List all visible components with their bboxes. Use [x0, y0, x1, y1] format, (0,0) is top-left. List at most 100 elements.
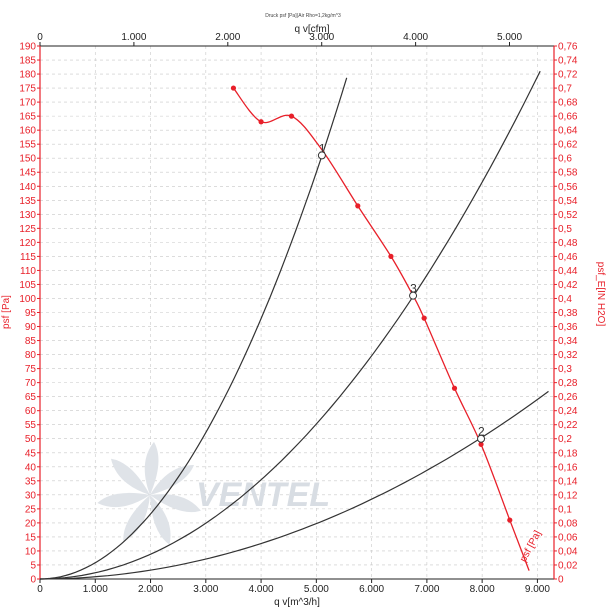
x-tick-label: 7.000: [414, 584, 439, 595]
x-tick-label: 1.000: [83, 584, 108, 595]
y2-axis-title: psf_E[IN H2O]: [595, 262, 606, 327]
cfm-tick-label: 3.000: [309, 32, 334, 43]
y-tick-label: 110: [20, 266, 36, 277]
x-tick-label: 3.000: [193, 584, 218, 595]
y-tick-label: 105: [19, 280, 36, 291]
y-tick-label: 5: [30, 560, 36, 571]
y-tick-label: 20: [25, 518, 37, 529]
y2-tick-label: 0,16: [558, 462, 578, 473]
watermark-fan-blade: [144, 441, 159, 495]
fan-curve-point: [478, 441, 484, 447]
y2-tick-label: 0,72: [558, 70, 578, 81]
fan-curve-point: [451, 385, 458, 391]
y-tick-label: 80: [25, 350, 37, 361]
y2-tick-label: 0,08: [558, 518, 578, 529]
y2-tick-label: 0,18: [558, 448, 578, 459]
y2-tick-label: 0,44: [558, 266, 578, 277]
y-tick-label: 130: [19, 210, 36, 221]
operating-point-label: 3: [410, 282, 417, 296]
y-tick-label: 90: [25, 322, 37, 333]
y2-tick-label: 0,58: [558, 168, 578, 179]
y-tick-label: 140: [19, 182, 36, 193]
y2-tick-label: 0,38: [558, 308, 578, 319]
y2-tick-label: 0,2: [558, 434, 572, 445]
x-tick-label: 0: [37, 584, 43, 595]
watermark-fan-blade: [150, 465, 194, 495]
y-tick-label: 15: [25, 532, 37, 543]
y2-tick-label: 0,62: [558, 140, 578, 151]
y2-tick-label: 0: [558, 575, 564, 586]
fan-curve-point: [421, 315, 427, 321]
y2-tick-label: 0,06: [558, 532, 578, 543]
cfm-tick-label: 0: [37, 32, 43, 43]
y2-tick-label: 0,4: [558, 294, 572, 305]
fan-curve-point: [230, 85, 237, 91]
y-tick-label: 75: [25, 364, 37, 375]
fan-curve-point: [507, 517, 513, 523]
watermark-text: VENTEL: [196, 476, 330, 514]
y-tick-label: 185: [19, 56, 36, 67]
y2-tick-label: 0,14: [558, 476, 578, 487]
y2-tick-label: 0,28: [558, 378, 578, 389]
y-tick-label: 45: [25, 448, 37, 459]
y2-tick-label: 0,36: [558, 322, 578, 333]
y2-tick-label: 0,02: [558, 560, 578, 571]
x-tick-label: 2.000: [138, 584, 163, 595]
y2-tick-label: 0,68: [558, 98, 578, 109]
operating-point-label: 1: [319, 141, 326, 155]
y-tick-label: 35: [25, 476, 37, 487]
y2-tick-label: 0,24: [558, 406, 578, 417]
system-curve-3: [39, 70, 541, 580]
watermark-fan-blade: [110, 458, 150, 495]
cfm-tick-label: 4.000: [403, 32, 428, 43]
y-axis-title: psf [Pa]: [1, 295, 12, 329]
cfm-tick-label: 5.000: [497, 32, 522, 43]
y2-tick-label: 0,1: [558, 504, 572, 515]
y-tick-label: 170: [19, 98, 36, 109]
grid: [40, 45, 554, 579]
system-curve-1: [39, 77, 348, 580]
operating-point-label: 2: [478, 425, 485, 439]
axis-ticks: 0 1.000 2.000 3.000 4.000 5.000 6.000 7.000 8.00…: [19, 32, 578, 595]
y-tick-label: 190: [19, 42, 36, 53]
y-tick-label: 25: [25, 504, 37, 515]
system-curve-2: [39, 390, 549, 580]
y2-tick-label: 0,52: [558, 210, 578, 221]
y2-tick-label: 0,26: [558, 392, 578, 403]
y-tick-label: 175: [19, 84, 36, 95]
y2-tick-label: 0,54: [558, 196, 578, 207]
y-tick-label: 95: [25, 308, 37, 319]
y-tick-label: 50: [25, 434, 37, 445]
x-tick-label: 9.000: [525, 584, 550, 595]
y-tick-label: 65: [25, 392, 37, 403]
axis-titles: Druck psf [Pa](Air Rho=1,2kg/m^3 q v[cfm]…: [1, 13, 606, 608]
y-tick-label: 40: [25, 462, 37, 473]
y2-tick-label: 0,04: [558, 546, 578, 557]
y2-tick-label: 0,3: [558, 364, 572, 375]
y-tick-label: 30: [25, 490, 37, 501]
watermark-fan-blade: [123, 494, 150, 542]
y-tick-label: 125: [19, 224, 36, 235]
operating-point-2: [477, 434, 486, 443]
x-tick-label: 5.000: [304, 584, 329, 595]
y-tick-label: 100: [19, 294, 36, 305]
y2-tick-label: 0,12: [558, 490, 578, 501]
chart-title: Druck psf [Pa](Air Rho=1,2kg/m^3: [265, 13, 341, 19]
y2-tick-label: 0,76: [558, 42, 578, 53]
y2-tick-label: 0,46: [558, 252, 578, 263]
x-tick-label: 6.000: [359, 584, 384, 595]
x2-axis-title: q v[cfm]: [294, 24, 329, 35]
y-tick-label: 115: [20, 252, 36, 263]
fan-curve-point: [258, 119, 264, 125]
y-tick-label: 165: [19, 112, 36, 123]
watermark-logo: VENTEL: [97, 441, 330, 545]
x-tick-label: 4.000: [249, 584, 274, 595]
x-axis-title: q v[m^3/h]: [274, 597, 320, 608]
y-tick-label: 70: [25, 378, 37, 389]
operating-point-1: [317, 151, 326, 160]
y2-tick-label: 0,66: [558, 112, 578, 123]
fan-curve-point: [288, 113, 295, 119]
cfm-tick-label: 1.000: [121, 32, 146, 43]
watermark-fan-blade: [97, 493, 150, 508]
